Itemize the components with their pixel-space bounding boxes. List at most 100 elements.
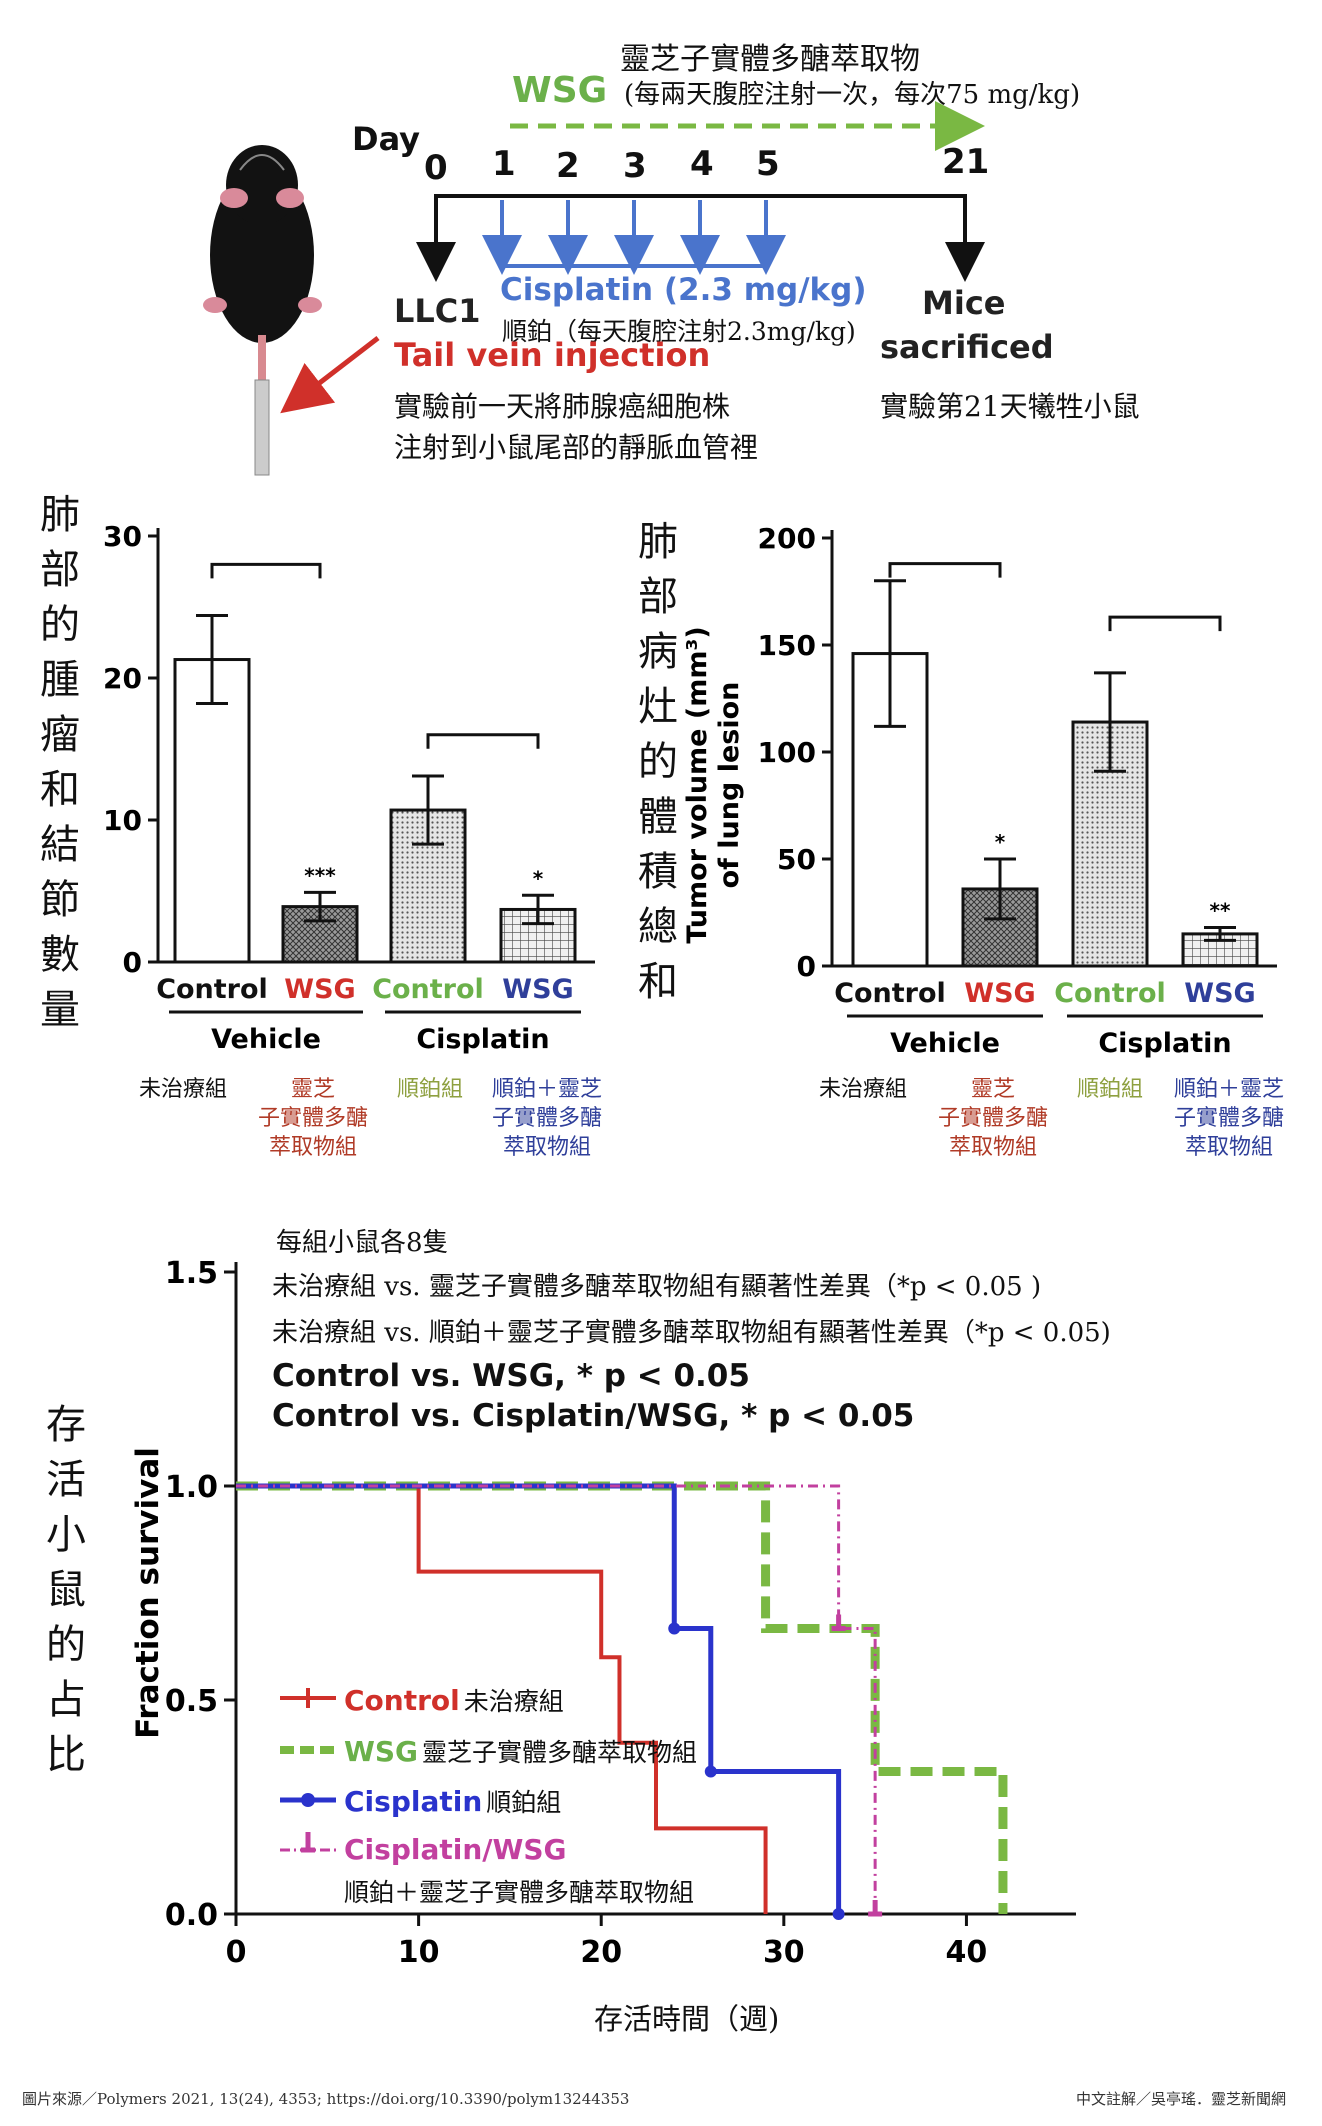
timeline-line — [434, 194, 967, 252]
tail-cn-2: 注射到小鼠尾部的靜脈血管裡 — [394, 431, 759, 464]
right-cn-control: 未治療組 — [818, 1077, 907, 1102]
llc1-label: LLC1 — [394, 292, 481, 330]
y-tick-label: 0.5 — [165, 1684, 218, 1719]
right-cn-cw: 順鉑＋靈芝 子實體多醣 萃取物組 — [1173, 1077, 1284, 1160]
y-tick-label: 20 — [103, 662, 142, 695]
legend-cisplatin-swatch — [280, 1793, 336, 1807]
category-label: WSG — [1184, 978, 1255, 1009]
significance-mark: ** — [1210, 898, 1231, 922]
group-label: Vehicle — [211, 1024, 321, 1055]
significance-bracket — [210, 562, 322, 579]
cisplatin-cn: 順鉑（每天腹腔注射2.3mg/kg) — [502, 317, 856, 346]
y-tick-label: 150 — [758, 629, 816, 662]
survival-marker — [831, 1614, 846, 1632]
tail-vein-label: Tail vein injection — [394, 336, 711, 374]
group-label: Vehicle — [890, 1028, 1000, 1059]
legend-cw-en: Cisplatin/WSG — [344, 1833, 567, 1866]
category-label: Control — [372, 974, 484, 1005]
survival-note-2: 未治療組 vs. 靈芝子實體多醣萃取物組有顯著性差異（*p < 0.05 ) — [272, 1272, 1042, 1302]
left-cn-cis: 順鉑組 — [396, 1077, 463, 1102]
category-label: WSG — [284, 974, 355, 1005]
sacrificed-cn: 實驗第21天犧牲小鼠 — [880, 390, 1140, 423]
survival-marker — [668, 1622, 681, 1635]
survival-marker — [868, 1900, 883, 1917]
legend-control-swatch — [280, 1688, 336, 1708]
legend-cw-swatch — [280, 1832, 336, 1853]
day-label: Day — [352, 120, 421, 158]
cisplatin-arrows — [482, 200, 786, 275]
y-tick-label: 0 — [123, 946, 142, 979]
survival-note-1: 每組小鼠各8隻 — [276, 1228, 449, 1258]
survival-line-cisplatin — [236, 1483, 842, 1914]
survival-chart: 0.0 0.5 1.0 1.5 0 10 20 30 40 Fraction survival — [130, 1256, 1076, 1970]
category-label: Control — [156, 974, 268, 1005]
tail-arrow — [280, 336, 380, 414]
significance-mark: * — [995, 830, 1006, 854]
legend-cisplatin-en: Cisplatin — [344, 1785, 483, 1818]
y-tick-label: 50 — [777, 843, 816, 876]
significance-mark: *** — [304, 863, 336, 887]
survival-note-3: 未治療組 vs. 順鉑＋靈芝子實體多醣萃取物組有顯著性差異（*p < 0.05) — [272, 1318, 1111, 1348]
survival-stat-2: Control vs. Cisplatin/WSG, * p < 0.05 — [272, 1398, 915, 1434]
legend-cisplatin-cn: 順鉑組 — [486, 1788, 562, 1817]
left-cn-cw: 順鉑＋靈芝 子實體多醣 萃取物組 — [491, 1077, 602, 1160]
right-ylabel-cn: 肺部病灶的體積總和 — [638, 519, 678, 1005]
category-label: WSG — [964, 978, 1035, 1009]
day-3: 3 — [623, 146, 647, 186]
category-label: Control — [834, 978, 946, 1009]
tumor-volume-bar-chart: Tumor volume (mm³)of lung lesion 0 50 100 1… — [682, 522, 1277, 1059]
x-tick-label: 20 — [580, 1935, 622, 1970]
cisplatin-label: Cisplatin (2.3 mg/kg) — [500, 272, 867, 308]
survival-marker — [832, 1908, 845, 1920]
category-label: WSG — [502, 974, 573, 1005]
left-cn-control: 未治療組 — [138, 1077, 227, 1102]
day-4: 4 — [690, 144, 714, 184]
group-label: Cisplatin — [1098, 1028, 1231, 1059]
y-tick-label: 0 — [797, 950, 816, 983]
legend-control-en: Control — [344, 1684, 460, 1717]
x-tick-label: 10 — [398, 1935, 440, 1970]
right-cn-cis: 順鉑組 — [1076, 1077, 1143, 1102]
sacrificed-label: sacrificed — [880, 328, 1054, 366]
significance-bracket — [426, 733, 540, 749]
left-cn-wsg: 靈芝 子實體多醣 萃取物組 — [257, 1077, 368, 1160]
day-2: 2 — [556, 146, 580, 186]
survival-line-control — [236, 1484, 768, 1914]
bar — [173, 658, 251, 964]
survival-stat-1: Control vs. WSG, * p < 0.05 — [272, 1358, 750, 1394]
tail-cn-1: 實驗前一天將肺腺癌細胞株 — [394, 390, 731, 423]
day-0: 0 — [424, 148, 448, 188]
x-tick-label: 30 — [763, 1935, 805, 1970]
x-tick-label: 0 — [226, 1935, 247, 1970]
survival-ylabel-cn: 存活小鼠的占比 — [46, 1402, 86, 1778]
x-tick-label: 40 — [946, 1935, 988, 1970]
legend-cw-cn: 順鉑＋靈芝子實體多醣萃取物組 — [344, 1878, 695, 1907]
footer-credit: 中文註解／吳亭瑤．靈芝新聞網 — [1076, 2090, 1287, 2108]
wsg-label: WSG — [512, 70, 608, 111]
y-tick-label: 200 — [758, 522, 816, 555]
group-label: Cisplatin — [416, 1024, 549, 1055]
day-1: 1 — [492, 144, 516, 184]
significance-mark: * — [533, 866, 544, 890]
y-axis-label: Fraction survival — [130, 1447, 166, 1739]
day-5: 5 — [756, 144, 780, 184]
significance-bracket — [1108, 615, 1222, 632]
right-cn-wsg: 靈芝 子實體多醣 萃取物組 — [937, 1077, 1048, 1160]
significance-bracket — [888, 562, 1002, 578]
survival-xlabel-cn: 存活時間（週) — [594, 2002, 780, 2036]
category-label: Control — [1054, 978, 1166, 1009]
legend-wsg-en: WSG — [344, 1735, 419, 1768]
mouse-illustration — [203, 145, 322, 476]
survival-line-cisplatin-wsg — [236, 1484, 877, 1914]
y-tick-label: 30 — [103, 520, 142, 553]
legend-wsg-cn: 靈芝子實體多醣萃取物組 — [422, 1738, 698, 1767]
right-ylabel-en: Tumor volume (mm³)of lung lesion — [682, 626, 745, 943]
y-tick-label: 10 — [103, 804, 142, 837]
y-tick-label: 0.0 — [165, 1898, 218, 1933]
y-tick-label: 1.0 — [165, 1470, 218, 1505]
legend-control-cn: 未治療組 — [463, 1687, 564, 1716]
y-tick-label: 100 — [758, 736, 816, 769]
survival-marker — [704, 1765, 717, 1778]
y-tick-label: 1.5 — [165, 1256, 218, 1291]
schema-timeline — [203, 101, 985, 476]
